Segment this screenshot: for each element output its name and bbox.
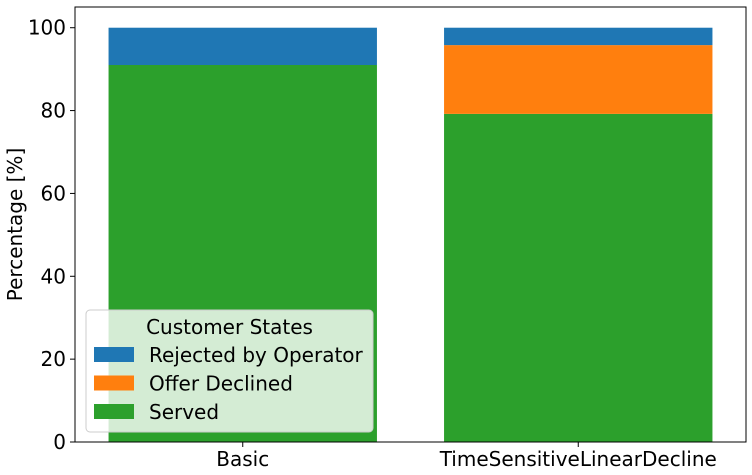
axes-group: Basic TimeSensitiveLinearDecline 0 20 40 60 80…: [28, 6, 747, 471]
y-tick-label: 40: [41, 264, 66, 288]
legend-title: Customer States: [146, 315, 313, 339]
legend-box: [85, 309, 374, 433]
y-tick-label: 0: [53, 430, 66, 454]
legend-label-served: Served: [149, 400, 219, 424]
bar-rejected-by-operator-timesensitivelineardecline: [444, 27, 713, 46]
legend-swatch-served: [94, 404, 134, 419]
legend-swatch-rejected-by-operator: [94, 347, 134, 362]
bar-served-timesensitivelineardecline: [444, 113, 713, 442]
bar-offer-declined-timesensitivelineardecline: [444, 45, 713, 114]
y-axis-label: Percentage [%]: [3, 148, 27, 301]
y-tick-label: 60: [41, 181, 66, 205]
x-tick-label: Basic: [216, 447, 269, 471]
legend-label-rejected-by-operator: Rejected by Operator: [149, 343, 364, 367]
y-tick-label: 20: [41, 347, 66, 371]
legend-label-offer-declined: Offer Declined: [149, 372, 293, 396]
legend-items: Rejected by Operator Offer Declined Served: [94, 343, 364, 424]
plot-frame: [74, 6, 747, 443]
bars-group: [108, 27, 713, 442]
y-tick-label: 80: [41, 99, 66, 123]
bar-rejected-by-operator-basic: [108, 27, 377, 65]
y-tick-label: 100: [28, 16, 66, 40]
x-tick-label: TimeSensitiveLinearDecline: [439, 447, 717, 471]
legend-swatch-offer-declined: [94, 375, 134, 391]
legend: Customer States Rejected by Operator Offe…: [85, 309, 374, 433]
